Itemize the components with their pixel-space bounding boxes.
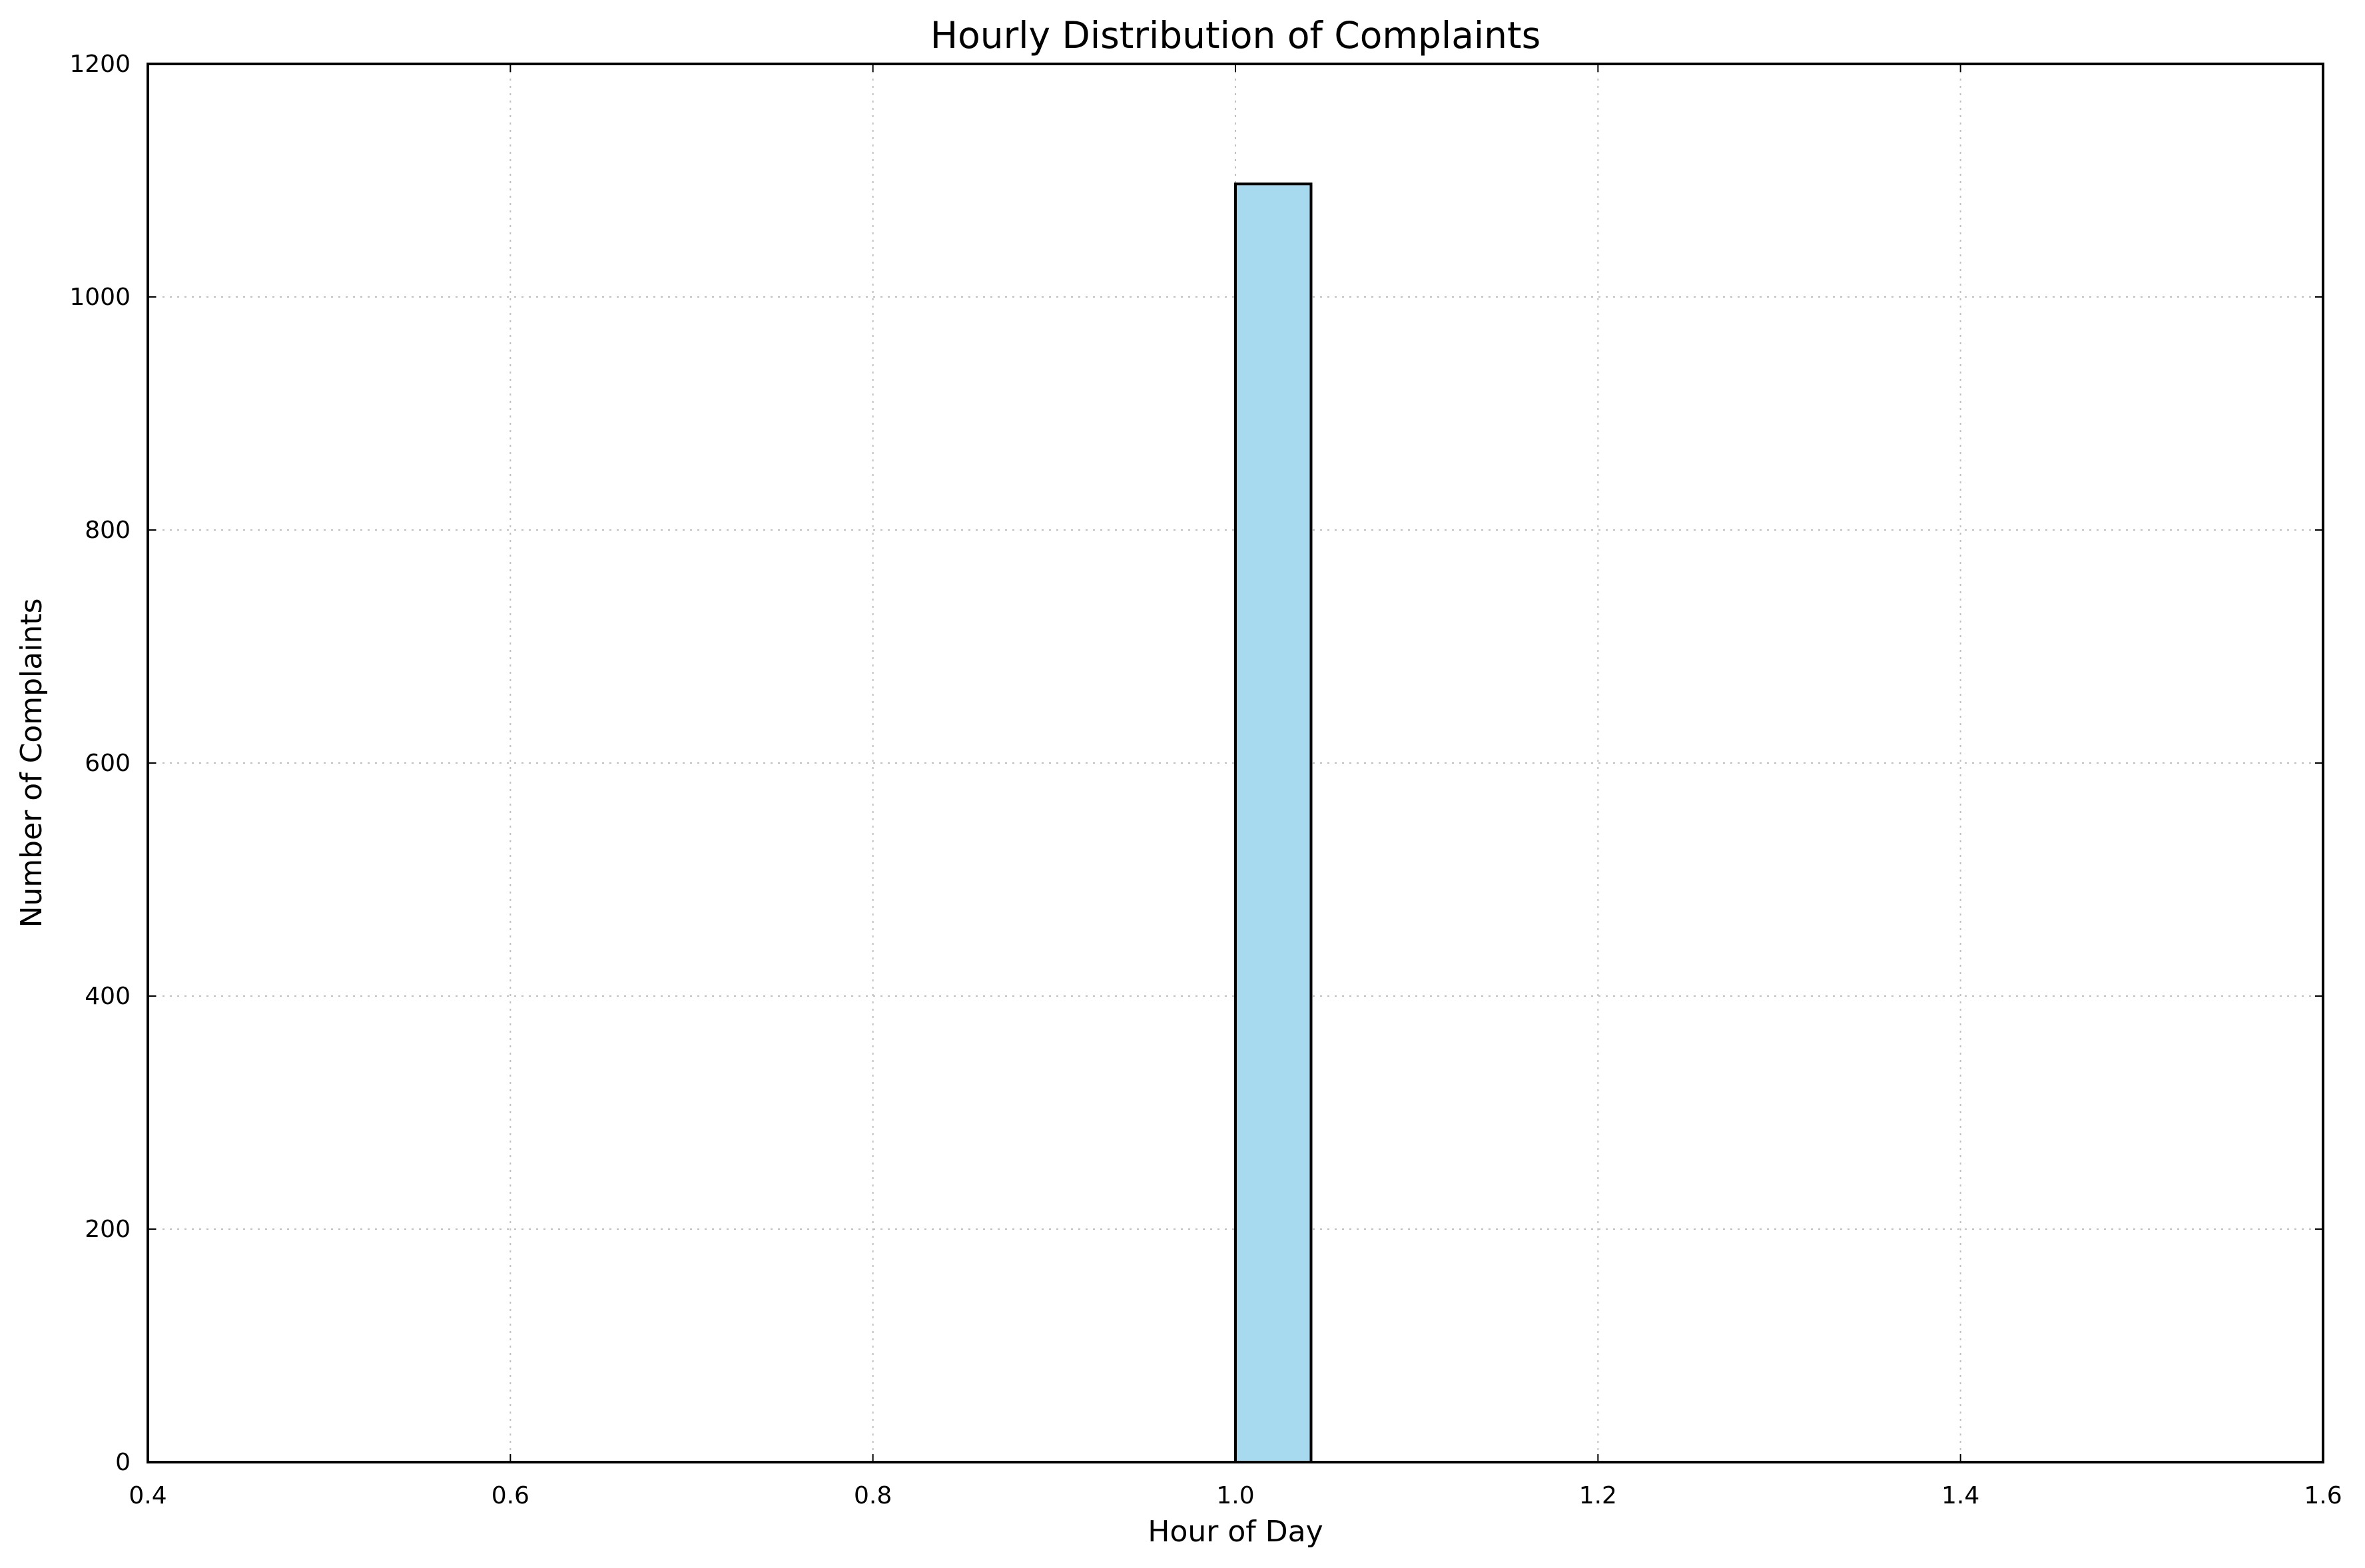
x-tick-label: 0.6 <box>492 1482 529 1509</box>
bar-layer <box>1234 182 1313 1463</box>
x-axis-label: Hour of Day <box>1148 1515 1323 1549</box>
x-tick-label: 1.2 <box>1579 1482 1617 1509</box>
y-tick-label: 600 <box>85 750 131 777</box>
y-tick-label: 0 <box>115 1449 131 1476</box>
x-tick-label: 1.6 <box>2304 1482 2342 1509</box>
chart-title: Hourly Distribution of Complaints <box>930 14 1541 57</box>
y-tick-label: 1200 <box>69 51 131 78</box>
y-axis-label: Number of Complaints <box>15 598 49 927</box>
y-tick-label: 200 <box>85 1216 131 1243</box>
x-tick-label: 1.0 <box>1216 1482 1254 1509</box>
x-tick-label: 0.8 <box>854 1482 892 1509</box>
labels-layer: 0.4 0.6 0.8 1.0 1.2 1.4 1.6 0 200 400 600 800 1000 12… <box>69 51 2342 1509</box>
x-tick-label: 0.4 <box>129 1482 167 1509</box>
y-tick-label: 1000 <box>69 284 131 311</box>
y-tick-label: 800 <box>85 517 131 544</box>
x-tick-label: 1.4 <box>1941 1482 1979 1509</box>
histogram-bar <box>1234 182 1313 1463</box>
y-tick-label: 400 <box>85 983 131 1010</box>
ticks-layer <box>147 63 2324 1463</box>
